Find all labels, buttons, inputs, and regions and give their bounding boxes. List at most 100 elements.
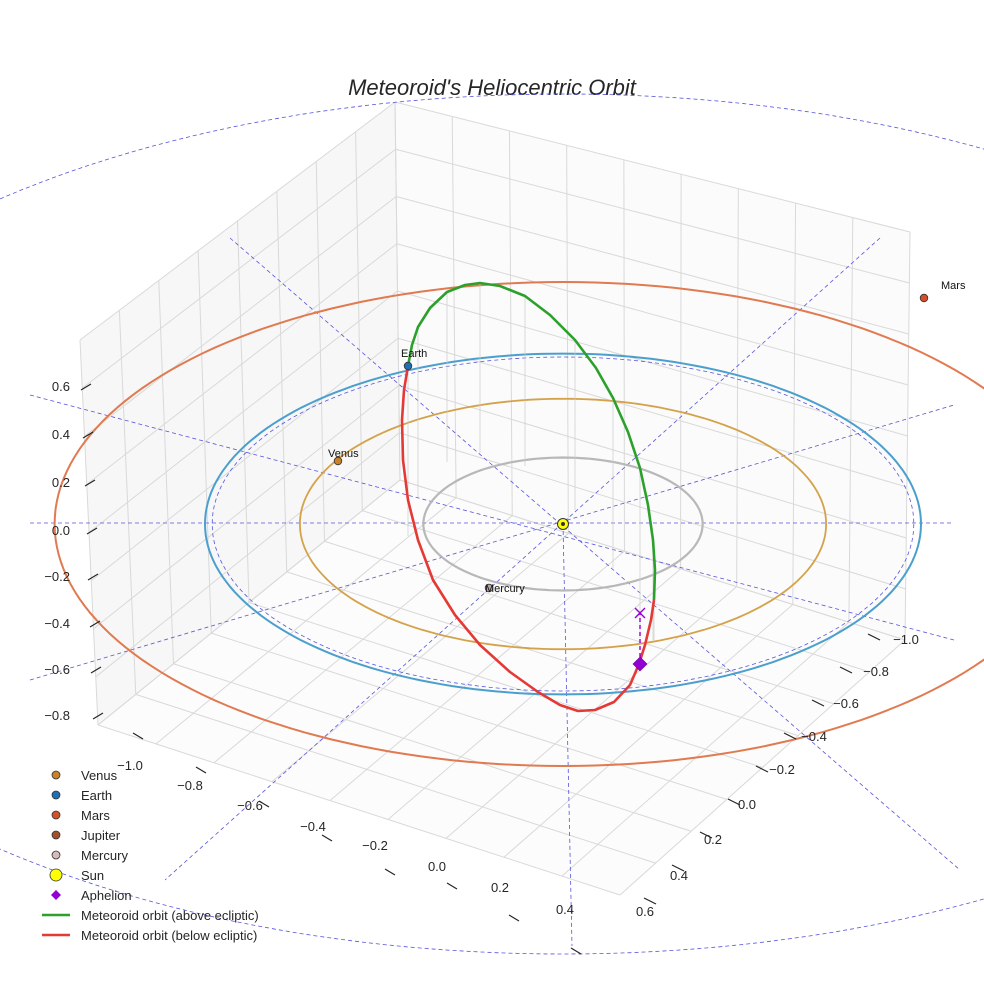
grid-line	[362, 510, 870, 673]
tick-label: −0.8	[863, 664, 889, 679]
tick-mark	[446, 882, 458, 890]
grid-line	[173, 663, 692, 832]
guide-vertical	[562, 523, 573, 947]
tick-label: 0.2	[704, 832, 722, 847]
grid-line	[90, 337, 399, 582]
tick-label: −0.4	[44, 616, 70, 631]
venus-orbit	[298, 397, 828, 651]
legend-label: Venus	[81, 768, 118, 783]
legend-label: Jupiter	[81, 828, 121, 843]
mars-orbit	[53, 280, 984, 768]
planet-orbits	[53, 280, 984, 768]
tick-mark	[84, 479, 96, 487]
tick-label: 0.4	[670, 868, 688, 883]
axis-ticks: 0.6 0.4 0.2 0.0 −0.2 −0.4 −0.6 −0.8 −1.0 −0.8 −0.6…	[44, 379, 919, 955]
earth-marker	[403, 361, 413, 371]
ecliptic-ring	[211, 356, 915, 692]
grid-line	[324, 540, 834, 705]
tick-mark	[508, 914, 520, 922]
grid-line	[286, 571, 799, 737]
tick-mark	[384, 868, 396, 876]
legend-label: Mars	[81, 808, 110, 823]
tick-label: 0.0	[738, 797, 756, 812]
aphelion-projection-x	[634, 607, 646, 619]
legend-label: Aphelion	[81, 888, 132, 903]
tick-mark	[132, 732, 144, 740]
legend-marker	[51, 790, 61, 800]
grid-line	[84, 196, 397, 437]
legend-marker	[51, 770, 61, 780]
tick-mark	[867, 633, 881, 641]
grid-line	[396, 243, 909, 386]
tick-mark	[89, 620, 101, 628]
tick-label: −0.2	[769, 762, 795, 777]
tick-mark	[90, 666, 102, 674]
tick-mark	[671, 864, 685, 872]
grid-line	[396, 196, 909, 335]
tick-mark	[755, 765, 769, 773]
tick-label: −0.6	[44, 662, 70, 677]
grid-line	[81, 148, 396, 389]
tick-label: 0.0	[52, 523, 70, 538]
sun-center-marker	[561, 522, 565, 526]
guide-radial	[164, 237, 881, 881]
tick-label: 0.6	[636, 904, 654, 919]
tick-label: −0.6	[237, 798, 263, 813]
tick-label: −0.4	[801, 729, 827, 744]
tick-label: −0.6	[833, 696, 859, 711]
back-left-pane	[80, 102, 400, 725]
tick-label: 0.2	[491, 880, 509, 895]
tick-label: 0.2	[52, 475, 70, 490]
tick-label: 0.0	[428, 859, 446, 874]
grid-line	[79, 101, 396, 341]
mars-marker	[919, 293, 929, 303]
grid-line	[397, 337, 908, 488]
legend-marker	[51, 850, 61, 860]
tick-mark	[87, 573, 99, 581]
mercury-label: Mercury	[485, 583, 525, 595]
venus-label: Venus	[328, 448, 359, 460]
grid-line	[399, 432, 906, 590]
tick-mark	[82, 431, 94, 439]
tick-label: 0.4	[556, 902, 574, 917]
legend-marker	[51, 830, 61, 840]
guide-radial	[29, 394, 955, 641]
tick-mark	[258, 800, 270, 808]
earth-label: Earth	[401, 348, 427, 360]
legend-marker	[49, 868, 63, 882]
grid-line	[211, 632, 728, 800]
tick-label: −0.4	[300, 819, 326, 834]
grid-line	[93, 385, 400, 630]
grid-line	[88, 290, 398, 533]
grid-line	[398, 385, 907, 539]
grid-line	[399, 479, 906, 641]
grid-line	[135, 693, 656, 864]
tick-mark	[727, 798, 741, 806]
legend-label: Earth	[81, 788, 112, 803]
legend-label: Mercury	[81, 848, 128, 863]
chart-title: Meteoroid's Heliocentric Orbit	[348, 75, 637, 100]
mars-label: Mars	[941, 280, 966, 292]
mercury-orbit	[422, 456, 704, 592]
tick-mark	[643, 897, 657, 905]
tick-label: −0.2	[362, 838, 388, 853]
legend-label: Sun	[81, 868, 104, 883]
tick-mark	[321, 834, 333, 842]
tick-mark	[699, 831, 713, 839]
ecliptic-guides	[0, 93, 984, 955]
tick-mark	[811, 699, 825, 707]
legend-marker	[51, 890, 61, 900]
tick-mark	[86, 527, 98, 535]
legend-marker	[51, 810, 61, 820]
back-right-pane	[395, 102, 910, 640]
tick-label: 0.6	[52, 379, 70, 394]
grid-line	[248, 602, 763, 768]
aphelion-marker	[632, 656, 648, 672]
tick-mark	[839, 666, 853, 674]
legend-label: Meteoroid orbit (above ecliptic)	[81, 908, 259, 923]
grid-line	[394, 101, 911, 233]
grid-line	[95, 432, 400, 678]
legend-label: Meteoroid orbit (below ecliptic)	[81, 928, 257, 943]
